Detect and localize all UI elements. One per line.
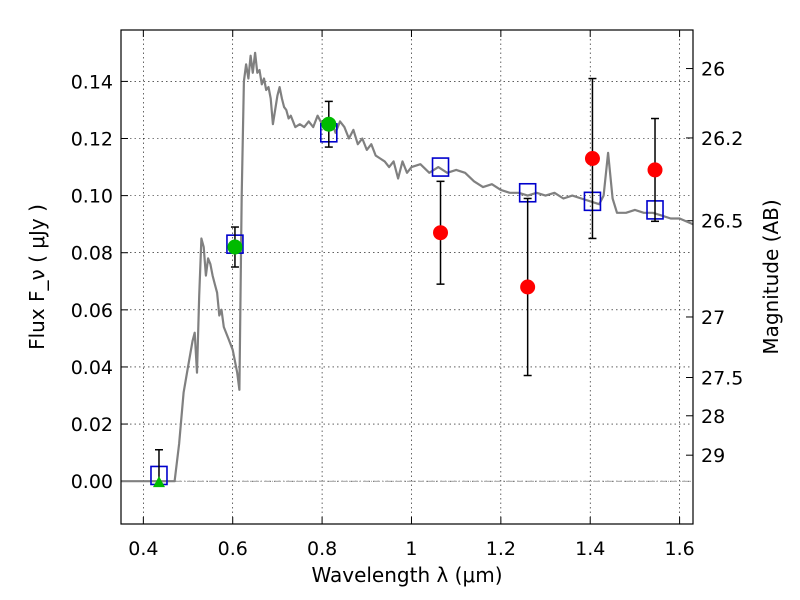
observed-flux-point bbox=[520, 279, 536, 295]
tick-labels: 0.4 0.6 0.8 1 1.2 1.4 1.6 0.00 0.02 0.04 0.06 0.08 0… bbox=[71, 59, 744, 560]
x-tick-label: 1.2 bbox=[486, 538, 516, 560]
x-tick-label: 0.6 bbox=[218, 538, 248, 560]
right-tick-label: 26.5 bbox=[701, 211, 743, 233]
y-tick-label: 0.04 bbox=[71, 357, 113, 379]
x-tick-label: 1 bbox=[405, 538, 417, 560]
series bbox=[121, 51, 694, 488]
x-tick-label: 1.4 bbox=[575, 538, 605, 560]
y-tick-label: 0.00 bbox=[71, 471, 113, 493]
right-tick-label: 26.2 bbox=[701, 128, 743, 150]
axis-ticks bbox=[121, 30, 693, 524]
y-tick-label: 0.08 bbox=[71, 243, 113, 265]
observed-flux-point bbox=[227, 239, 243, 255]
y-axis-label: Flux F_ν ( μJy ) bbox=[25, 204, 49, 350]
right-tick-label: 29 bbox=[701, 445, 725, 467]
plot-frame bbox=[120, 29, 694, 525]
y-tick-label: 0.14 bbox=[71, 71, 113, 93]
x-axis-label: Wavelength λ (μm) bbox=[311, 563, 502, 587]
x-tick-label: 1.6 bbox=[664, 538, 694, 560]
right-axis-label: Magnitude (AB) bbox=[759, 199, 783, 354]
right-tick-label: 28 bbox=[701, 406, 725, 428]
right-tick-label: 27.5 bbox=[701, 368, 743, 390]
right-tick-label: 27 bbox=[701, 307, 725, 329]
y-tick-label: 0.12 bbox=[71, 129, 113, 151]
observed-flux-point bbox=[647, 162, 663, 178]
spectrum-line bbox=[121, 51, 694, 483]
y-tick-label: 0.06 bbox=[71, 300, 113, 322]
x-tick-label: 0.8 bbox=[307, 538, 337, 560]
model-flux-square bbox=[431, 157, 450, 177]
observed-flux-point bbox=[433, 225, 449, 241]
y-tick-label: 0.02 bbox=[71, 414, 113, 436]
x-tick-label: 0.4 bbox=[128, 538, 158, 560]
right-tick-label: 26 bbox=[701, 59, 725, 81]
observed-flux-point bbox=[584, 150, 600, 166]
grid-lines bbox=[121, 30, 693, 524]
upper-limit-marker bbox=[152, 476, 165, 488]
y-tick-label: 0.10 bbox=[71, 186, 113, 208]
observed-flux-point bbox=[321, 116, 337, 132]
